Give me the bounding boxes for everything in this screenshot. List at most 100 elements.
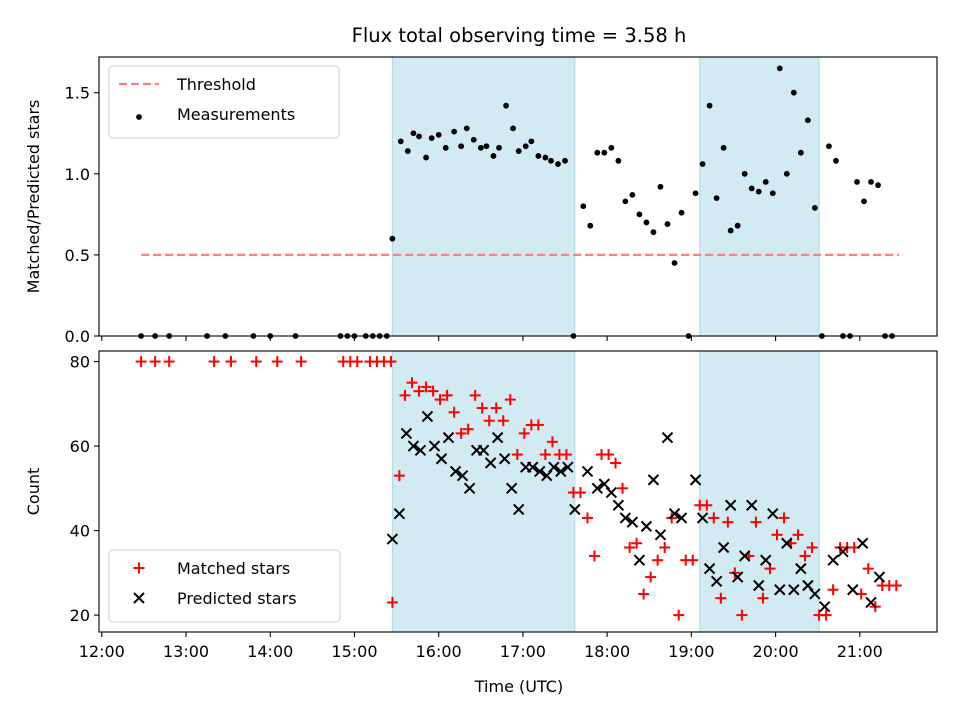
shaded-interval-0 [392, 57, 575, 336]
matched-star-point [455, 427, 467, 439]
measurement-point [861, 198, 867, 205]
predicted-star-point [569, 503, 581, 516]
matched-star-point [652, 554, 664, 566]
x-b [456, 469, 469, 482]
predicted-star-point [612, 499, 625, 511]
legend-label: Matched stars [177, 559, 290, 578]
measurement-point [483, 143, 490, 150]
matched-star-point [701, 499, 713, 511]
matched-star-point [890, 580, 902, 592]
measurement-point [522, 143, 529, 150]
predicted-star-point [512, 503, 525, 516]
measurement-point [699, 161, 706, 167]
predicted-star-point [873, 571, 886, 583]
measurement-point [587, 222, 594, 229]
measurement-point [535, 153, 542, 159]
predicted-star-point [605, 486, 618, 499]
matched-star-point [806, 541, 818, 553]
x-tick-label: 18:00 [584, 642, 630, 661]
matched-star-point [208, 356, 220, 368]
predicted-star-point [598, 478, 611, 490]
measurement-point [650, 229, 657, 236]
measurement-point [636, 211, 643, 218]
predicted-star-point [731, 571, 744, 583]
legend-box [108, 549, 341, 623]
matched-star-point [399, 389, 411, 401]
matched-star-point [673, 609, 685, 621]
x-tick-label: 15:00 [331, 642, 377, 661]
predicted-star-point [456, 469, 469, 482]
measurement-point [542, 154, 549, 161]
matched-star-point [490, 402, 502, 414]
matched-star-point [610, 457, 622, 469]
x-b [738, 550, 751, 562]
x-b [534, 465, 546, 478]
matched-star-point [511, 449, 523, 461]
matched-star-point [539, 449, 551, 461]
predicted-star-point [774, 584, 786, 596]
measurement-point [608, 144, 615, 151]
matched-star-point [589, 550, 601, 562]
y-tick-label: 0.0 [65, 327, 90, 346]
matched-star-point [225, 356, 237, 368]
matched-star-point [271, 356, 283, 368]
matched-star-point [581, 512, 593, 524]
x-b [703, 562, 716, 575]
matched-star-point [778, 512, 790, 524]
x-b [626, 516, 639, 528]
predicted-star-point [534, 465, 546, 478]
measurement-point [811, 204, 818, 211]
measurement-point [854, 179, 860, 185]
x-b [661, 431, 674, 444]
measurement-point [458, 143, 465, 150]
x-b [668, 507, 681, 520]
predicted-star-point [795, 562, 807, 575]
x-b [640, 520, 653, 533]
matched-star-point [476, 402, 488, 414]
legend: Threshold Measurements [108, 65, 340, 139]
predicted-star-point [541, 469, 553, 482]
measurement-point [528, 138, 535, 145]
x-tick-label: 14:00 [247, 642, 293, 661]
x-b [731, 571, 744, 583]
measurement-point [451, 128, 458, 135]
predicted-star-point [760, 554, 772, 566]
x-b [837, 546, 849, 558]
predicted-star-point [661, 431, 674, 444]
matched-star-point [149, 356, 161, 368]
y-tick-label: 80 [70, 353, 90, 372]
matched-star-point [250, 356, 262, 368]
predicted-star-point [809, 588, 821, 600]
predicted-star-point [802, 579, 814, 592]
predicted-star-point [654, 529, 667, 541]
chart-title: Flux total observing time = 3.58 h [352, 24, 687, 47]
matched-star-point [617, 482, 629, 494]
measurement-point [562, 157, 568, 164]
matched-star-point [799, 550, 811, 562]
measurement-point [748, 185, 755, 192]
x-b [449, 465, 462, 478]
measurement-point [741, 170, 748, 177]
predicted-star-point [717, 541, 730, 554]
matched-star-point [574, 487, 586, 499]
matched-star-point [560, 449, 572, 461]
measurement-point [657, 183, 664, 190]
matched-star-point [532, 419, 544, 431]
predicted-star-point [581, 465, 594, 478]
predicted-star-point [463, 482, 476, 495]
predicted-star-point [696, 512, 709, 524]
predicted-star-point [498, 453, 511, 465]
x-b [689, 474, 702, 486]
measurement-point [490, 153, 497, 159]
matched-star-point [406, 377, 418, 389]
x-b [865, 596, 877, 609]
x-b [717, 541, 730, 554]
matched-star-point [385, 356, 397, 368]
matched-star-point [448, 406, 460, 418]
x-tick-label: 21:00 [837, 642, 883, 661]
measurement-point [713, 195, 720, 202]
predicted-star-point [619, 512, 632, 524]
matched-star-point [645, 571, 657, 583]
predicted-star-point [668, 507, 681, 520]
